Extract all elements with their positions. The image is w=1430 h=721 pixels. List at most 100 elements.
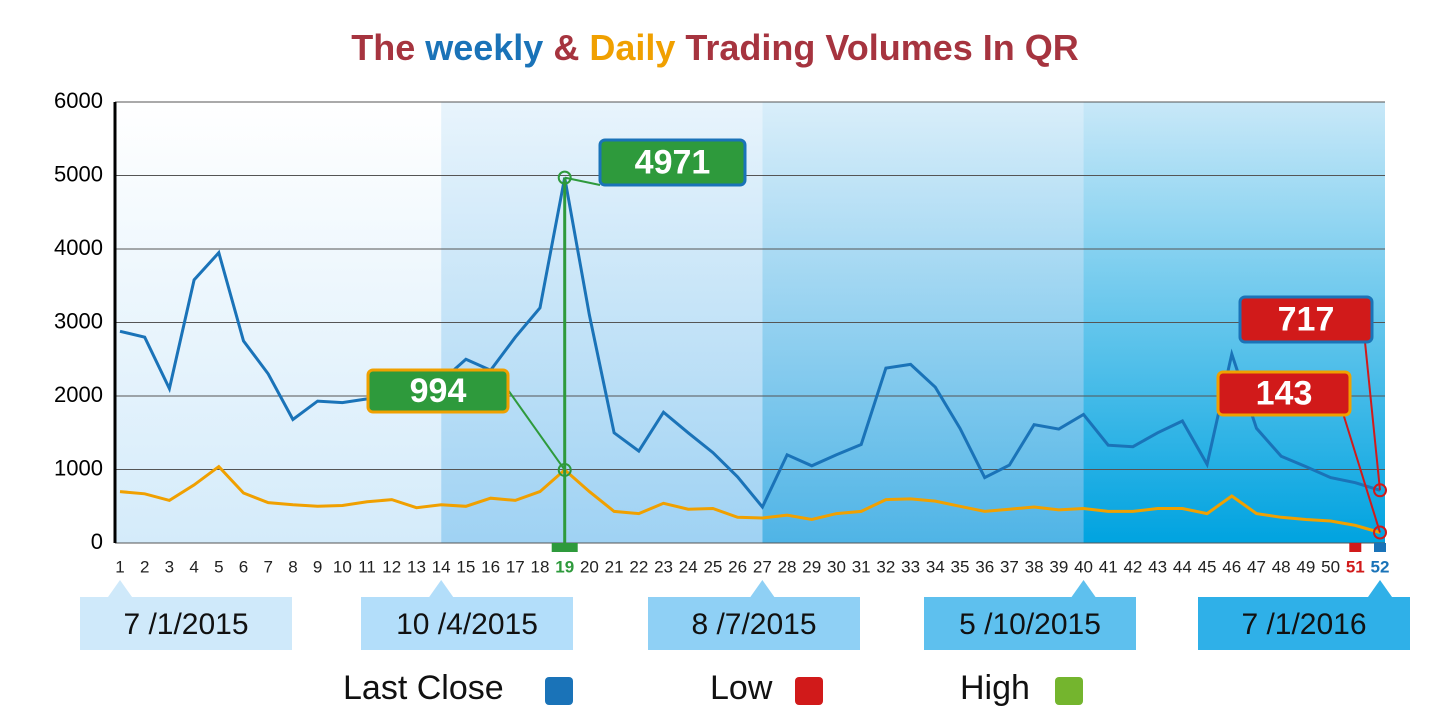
x-tick-label: 26 — [728, 557, 747, 576]
legend-swatch — [795, 677, 823, 705]
callout-box — [1216, 370, 1352, 417]
x-tick-label: 3 — [165, 557, 174, 576]
x-tick-label: 20 — [580, 557, 599, 576]
title-part: The — [351, 27, 425, 68]
x-tick-label: 21 — [605, 557, 624, 576]
chart-title: The weekly & Daily Trading Volumes In QR — [351, 27, 1079, 68]
date-pointer — [108, 580, 132, 597]
x-tick-label: 6 — [239, 557, 248, 576]
series-line — [119, 177, 1381, 510]
callout-box — [1238, 295, 1374, 344]
x-tick-label: 43 — [1148, 557, 1167, 576]
x-tick-label: 13 — [407, 557, 426, 576]
title-part: & — [543, 27, 589, 68]
callout-box — [598, 138, 747, 187]
x-tick-label: 16 — [481, 557, 500, 576]
point-marker — [1373, 525, 1387, 540]
x-tick-label: 37 — [1000, 557, 1019, 576]
x-tick-label: 15 — [456, 557, 475, 576]
x-tick-label: 17 — [506, 557, 525, 576]
callout-label: 143 — [1256, 374, 1313, 412]
callout-label: 994 — [410, 372, 467, 410]
y-tick-label: 0 — [91, 529, 103, 554]
x-tick-label: 23 — [654, 557, 673, 576]
x-tick-label: 49 — [1296, 557, 1315, 576]
date-pointer — [429, 580, 454, 597]
x-tick-label: 19 — [555, 557, 574, 576]
x-tick-label: 41 — [1099, 557, 1118, 576]
x-tick-label: 40 — [1074, 557, 1093, 576]
date-label: 5 /10/2015 — [959, 608, 1101, 641]
x-tick-label: 8 — [288, 557, 297, 576]
x-tick-label: 34 — [926, 557, 945, 576]
title-part: weekly — [424, 27, 543, 68]
date-box — [361, 597, 573, 650]
y-tick-label: 1000 — [54, 455, 103, 480]
title-part: Daily — [589, 27, 675, 68]
legend-swatch — [1055, 677, 1083, 705]
callout-line — [1364, 341, 1381, 491]
title-part: Trading Volumes In QR — [675, 27, 1078, 68]
x-tick-label: 31 — [852, 557, 871, 576]
category-marker — [551, 543, 578, 552]
x-tick-label: 28 — [778, 557, 797, 576]
x-tick-label: 9 — [313, 557, 322, 576]
date-pointer — [1368, 580, 1392, 597]
x-tick-label: 32 — [876, 557, 895, 576]
callout-label: 717 — [1278, 300, 1335, 338]
y-tick-label: 6000 — [54, 88, 103, 113]
y-tick-label: 5000 — [54, 161, 103, 186]
x-tick-label: 33 — [901, 557, 920, 576]
category-marker — [1374, 543, 1386, 552]
x-tick-label: 22 — [629, 557, 648, 576]
x-tick-label: 52 — [1371, 557, 1390, 576]
series-line — [119, 464, 1381, 534]
category-marker — [1349, 543, 1362, 552]
x-tick-label: 10 — [333, 557, 352, 576]
x-tick-label: 38 — [1025, 557, 1044, 576]
callout-label: 4971 — [635, 143, 711, 181]
x-tick-label: 48 — [1272, 557, 1291, 576]
x-tick-label: 1 — [115, 557, 124, 576]
callout-line — [507, 389, 566, 471]
x-tick-label: 39 — [1049, 557, 1068, 576]
x-tick-label: 47 — [1247, 557, 1266, 576]
date-box — [648, 597, 860, 650]
x-tick-label: 11 — [358, 557, 376, 576]
x-tick-label: 14 — [432, 557, 451, 576]
x-tick-label: 50 — [1321, 557, 1340, 576]
x-tick-label: 7 — [264, 557, 273, 576]
date-label: 7 /1/2015 — [123, 608, 248, 641]
callout-line — [1341, 409, 1381, 533]
x-tick-label: 42 — [1123, 557, 1142, 576]
date-pointer — [750, 580, 775, 597]
x-tick-label: 18 — [531, 557, 550, 576]
date-box — [80, 597, 292, 650]
x-tick-label: 46 — [1222, 557, 1241, 576]
y-tick-label: 3000 — [54, 308, 103, 333]
x-tick-label: 12 — [382, 557, 401, 576]
point-marker — [557, 462, 572, 477]
legend-swatch — [545, 677, 573, 705]
x-tick-label: 30 — [827, 557, 846, 576]
x-tick-label: 36 — [975, 557, 994, 576]
x-tick-label: 5 — [214, 557, 223, 576]
x-tick-label: 25 — [703, 557, 722, 576]
x-tick-label: 4 — [189, 557, 198, 576]
x-tick-label: 29 — [802, 557, 821, 576]
date-pointer — [1071, 580, 1096, 597]
y-tick-label: 2000 — [54, 382, 103, 407]
legend-label: Last Close — [343, 669, 504, 707]
y-tick-label: 4000 — [54, 235, 103, 260]
point-marker — [557, 170, 572, 185]
point-marker — [1373, 483, 1387, 498]
x-tick-label: 35 — [951, 557, 970, 576]
legend-label: High — [960, 669, 1030, 707]
x-tick-label: 44 — [1173, 557, 1192, 576]
legend-label: Low — [710, 669, 773, 707]
date-label: 8 /7/2015 — [691, 608, 816, 641]
x-tick-label: 2 — [140, 557, 149, 576]
x-tick-label: 24 — [679, 557, 698, 576]
date-label: 10 /4/2015 — [396, 608, 538, 641]
